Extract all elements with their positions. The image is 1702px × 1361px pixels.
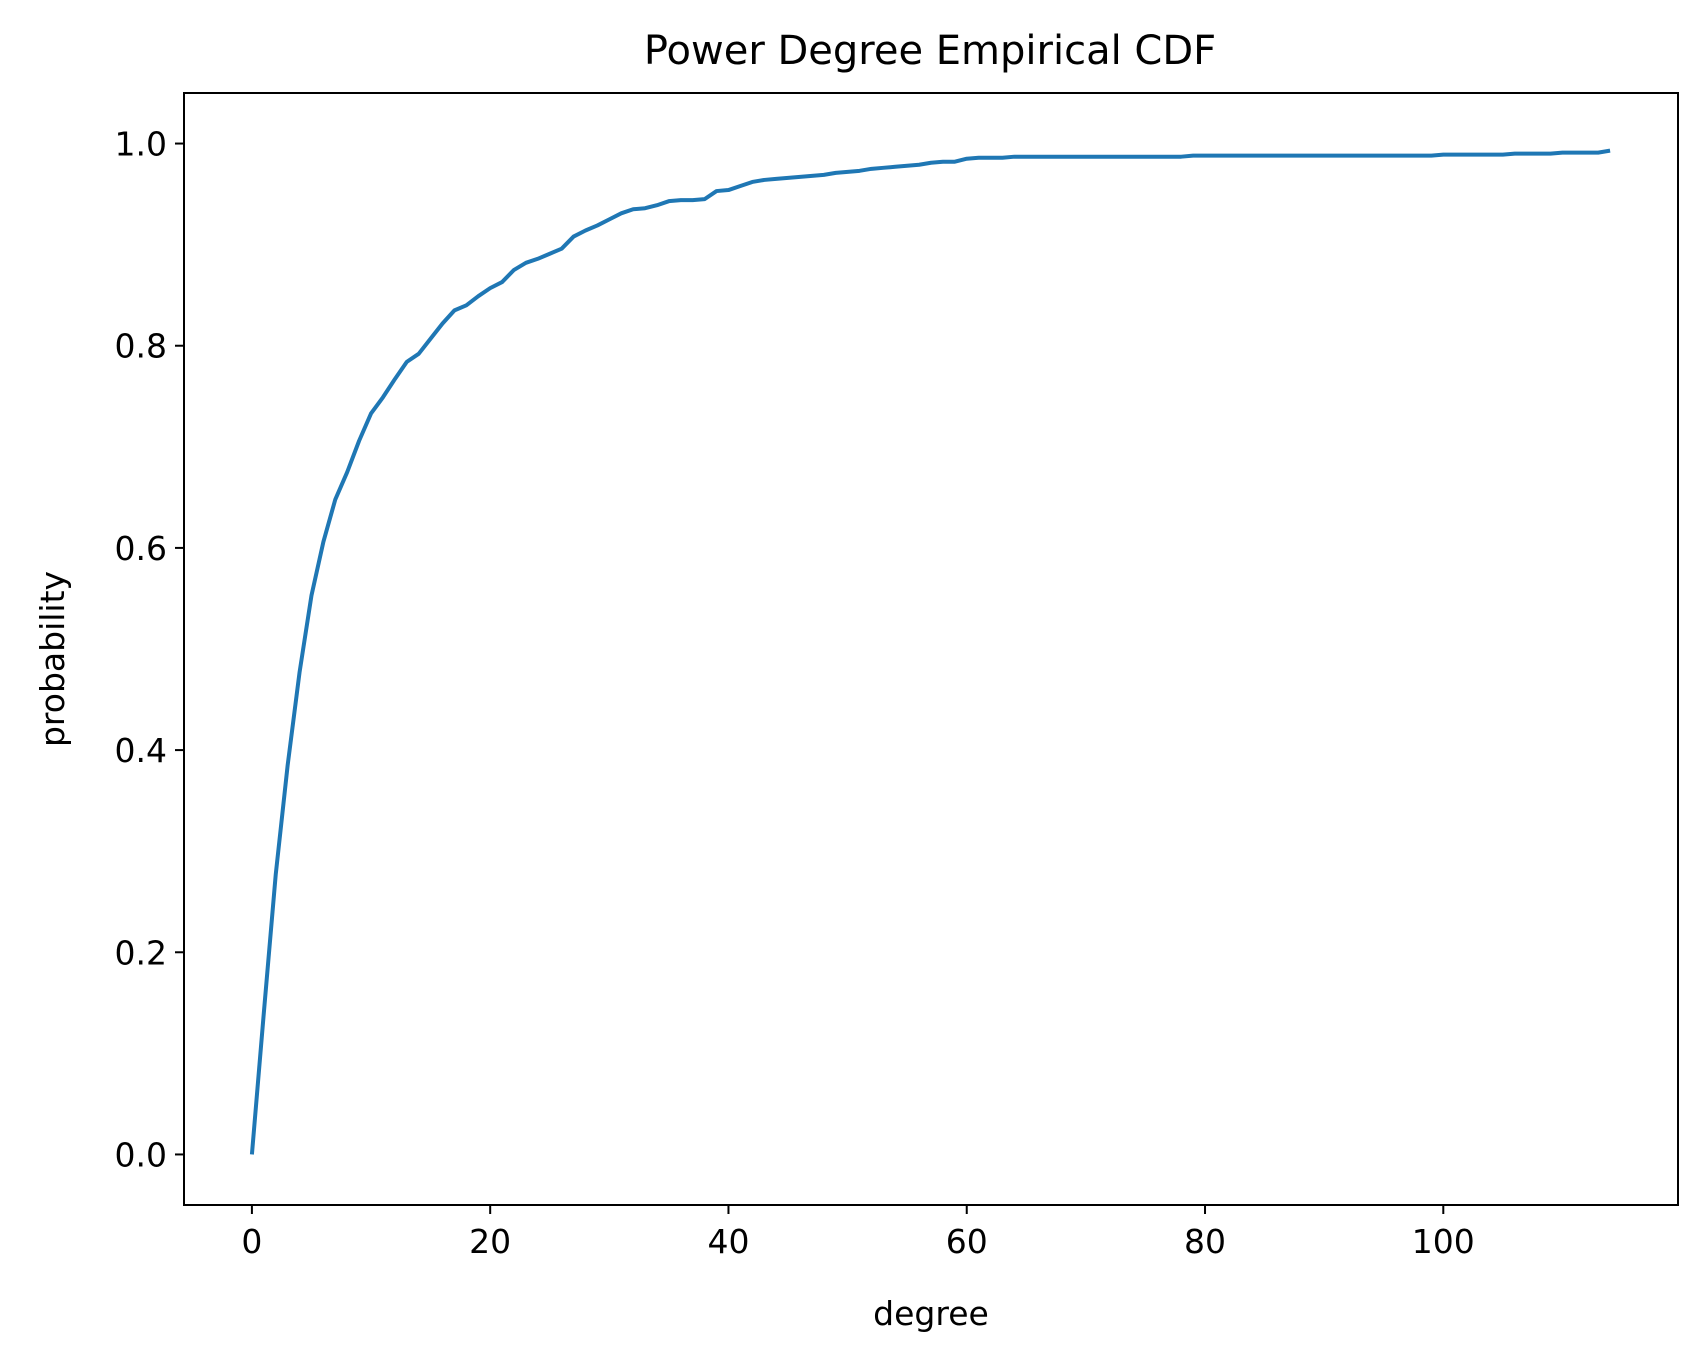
axes-frame <box>183 92 1679 1206</box>
y-tick-label: 0.2 <box>115 933 167 972</box>
chart-title: Power Degree Empirical CDF <box>644 28 1216 74</box>
y-tick-label: 0.4 <box>115 731 167 770</box>
y-tick-label: 1.0 <box>115 125 167 164</box>
cdf-series-line <box>249 148 1611 1155</box>
y-tick-label: 0.0 <box>115 1135 167 1174</box>
x-tick-label: 100 <box>1412 1222 1475 1261</box>
y-axis-label: probability <box>33 571 72 747</box>
y-tick-label: 0.6 <box>115 529 167 568</box>
x-tick-label: 80 <box>1184 1222 1226 1261</box>
x-axis-label: degree <box>873 1294 989 1333</box>
x-tick-label: 0 <box>241 1222 262 1261</box>
y-tick-label: 0.8 <box>115 327 167 366</box>
x-axis: 0 20 40 60 80 100 <box>241 1205 1475 1261</box>
x-tick-label: 60 <box>946 1222 988 1261</box>
y-axis: 0.0 0.2 0.4 0.6 0.8 1.0 <box>115 125 184 1174</box>
x-tick-label: 20 <box>469 1222 511 1261</box>
plot-area <box>249 148 1611 1155</box>
x-tick-label: 40 <box>707 1222 749 1261</box>
